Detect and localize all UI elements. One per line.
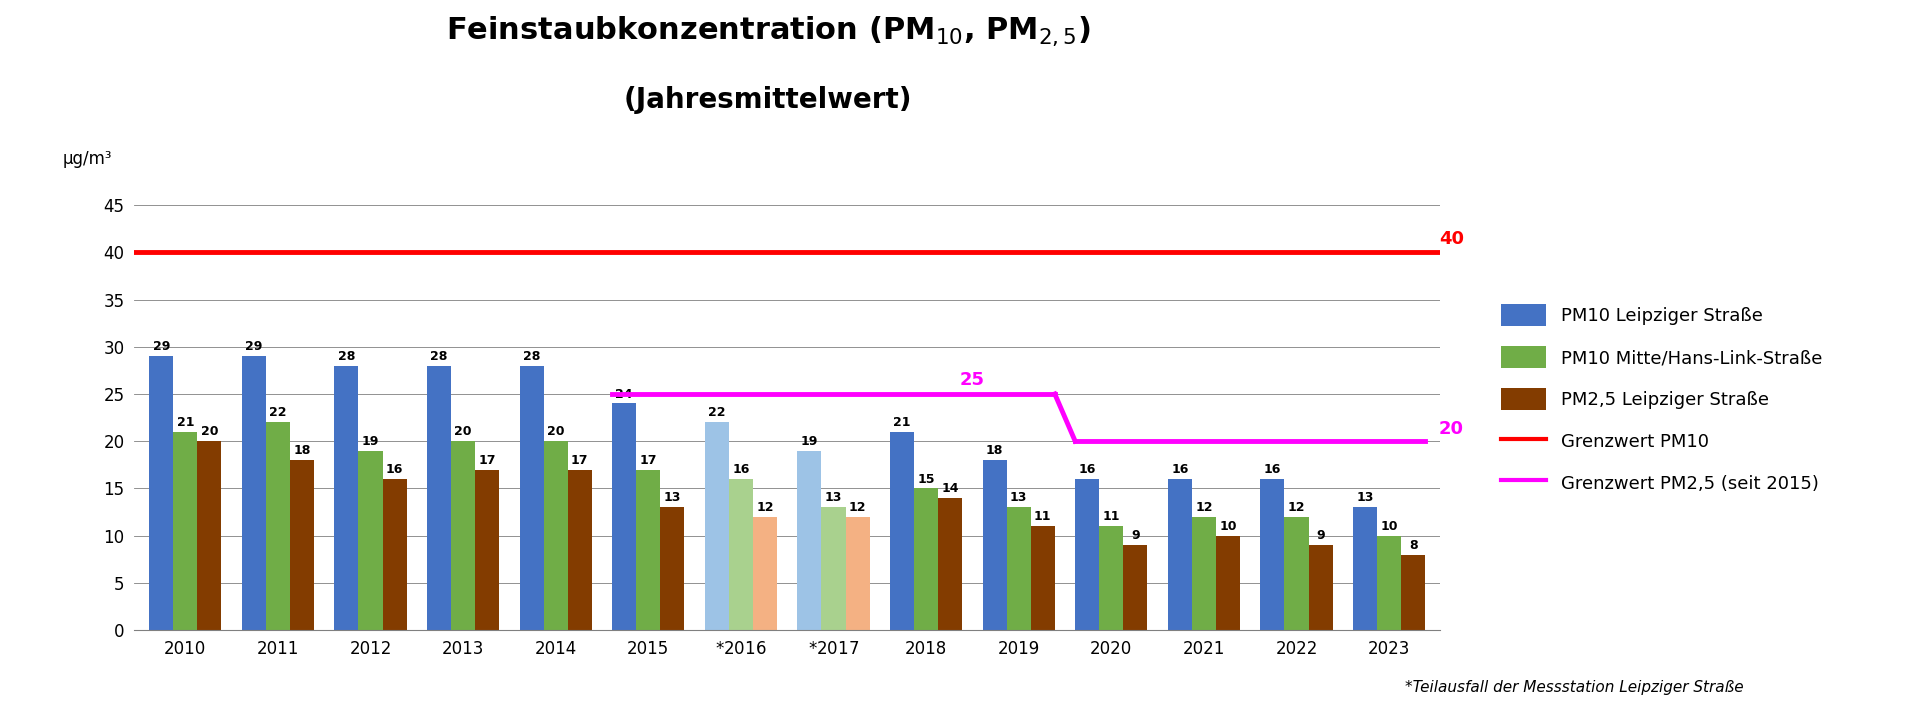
Text: 19: 19: [801, 435, 818, 448]
Bar: [845, 517, 870, 630]
Bar: [939, 498, 962, 630]
Text: 18: 18: [987, 444, 1004, 458]
Text: 21: 21: [177, 416, 194, 429]
Text: 20: 20: [1440, 420, 1465, 438]
Text: 29: 29: [246, 340, 263, 353]
Bar: [914, 488, 939, 630]
Bar: [983, 460, 1006, 630]
Text: 16: 16: [1079, 463, 1096, 476]
Text: 12: 12: [849, 501, 866, 514]
Text: 9: 9: [1131, 529, 1140, 542]
Text: 21: 21: [893, 416, 910, 429]
Text: 28: 28: [522, 350, 540, 363]
Bar: [1377, 536, 1402, 630]
Text: μg/m³: μg/m³: [63, 150, 111, 168]
Text: 11: 11: [1102, 511, 1119, 523]
Text: 13: 13: [664, 491, 682, 505]
Bar: [660, 508, 684, 630]
Text: 17: 17: [570, 454, 589, 467]
Bar: [568, 470, 591, 630]
Text: 29: 29: [152, 340, 171, 353]
Bar: [359, 450, 382, 630]
Bar: [612, 403, 636, 630]
Text: 10: 10: [1380, 520, 1398, 533]
Text: 25: 25: [960, 371, 985, 390]
Text: 12: 12: [756, 501, 774, 514]
Text: 9: 9: [1317, 529, 1325, 542]
Text: 12: 12: [1194, 501, 1213, 514]
Bar: [543, 441, 568, 630]
Bar: [1284, 517, 1309, 630]
Bar: [474, 470, 499, 630]
Bar: [242, 356, 265, 630]
Bar: [265, 422, 290, 630]
Text: 20: 20: [202, 425, 219, 438]
Bar: [1402, 554, 1425, 630]
Text: 10: 10: [1219, 520, 1236, 533]
Bar: [1075, 479, 1100, 630]
Text: 12: 12: [1288, 501, 1306, 514]
Bar: [173, 432, 198, 630]
Text: 24: 24: [616, 387, 634, 400]
Bar: [150, 356, 173, 630]
Text: 28: 28: [338, 350, 355, 363]
Text: 22: 22: [708, 407, 726, 420]
Text: 15: 15: [918, 473, 935, 485]
Bar: [1167, 479, 1192, 630]
Bar: [730, 479, 753, 630]
Text: 18: 18: [294, 444, 311, 458]
Bar: [705, 422, 730, 630]
Text: 17: 17: [639, 454, 657, 467]
Bar: [1260, 479, 1284, 630]
Bar: [198, 441, 221, 630]
Text: 19: 19: [361, 435, 380, 448]
Text: 8: 8: [1409, 538, 1417, 552]
Bar: [1031, 526, 1054, 630]
Legend: PM10 Leipziger Straße, PM10 Mitte/Hans-Link-Straße, PM2,5 Leipziger Straße, Gren: PM10 Leipziger Straße, PM10 Mitte/Hans-L…: [1501, 304, 1822, 494]
Text: 13: 13: [1356, 491, 1373, 505]
Bar: [822, 508, 845, 630]
Bar: [1354, 508, 1377, 630]
Text: 13: 13: [1010, 491, 1027, 505]
Text: 16: 16: [386, 463, 403, 476]
Text: *Teilausfall der Messstation Leipziger Straße: *Teilausfall der Messstation Leipziger S…: [1405, 679, 1743, 695]
Bar: [891, 432, 914, 630]
Text: 20: 20: [455, 425, 472, 438]
Bar: [334, 366, 359, 630]
Bar: [797, 450, 822, 630]
Bar: [520, 366, 543, 630]
Text: 16: 16: [732, 463, 749, 476]
Bar: [451, 441, 474, 630]
Text: 28: 28: [430, 350, 447, 363]
Bar: [382, 479, 407, 630]
Bar: [426, 366, 451, 630]
Text: 16: 16: [1263, 463, 1281, 476]
Text: (Jahresmittelwert): (Jahresmittelwert): [624, 86, 912, 114]
Bar: [1309, 545, 1332, 630]
Text: 17: 17: [478, 454, 495, 467]
Bar: [1100, 526, 1123, 630]
Text: 11: 11: [1035, 511, 1052, 523]
Bar: [753, 517, 778, 630]
Text: 13: 13: [826, 491, 843, 505]
Bar: [636, 470, 660, 630]
Bar: [1192, 517, 1215, 630]
Text: 20: 20: [547, 425, 564, 438]
Text: Feinstaubkonzentration (PM$_{10}$, PM$_{2,5}$): Feinstaubkonzentration (PM$_{10}$, PM$_{…: [445, 14, 1091, 48]
Text: 22: 22: [269, 407, 286, 420]
Bar: [1123, 545, 1148, 630]
Text: 16: 16: [1171, 463, 1188, 476]
Bar: [1215, 536, 1240, 630]
Text: 40: 40: [1440, 231, 1465, 248]
Text: 14: 14: [941, 482, 958, 495]
Bar: [1006, 508, 1031, 630]
Bar: [290, 460, 315, 630]
